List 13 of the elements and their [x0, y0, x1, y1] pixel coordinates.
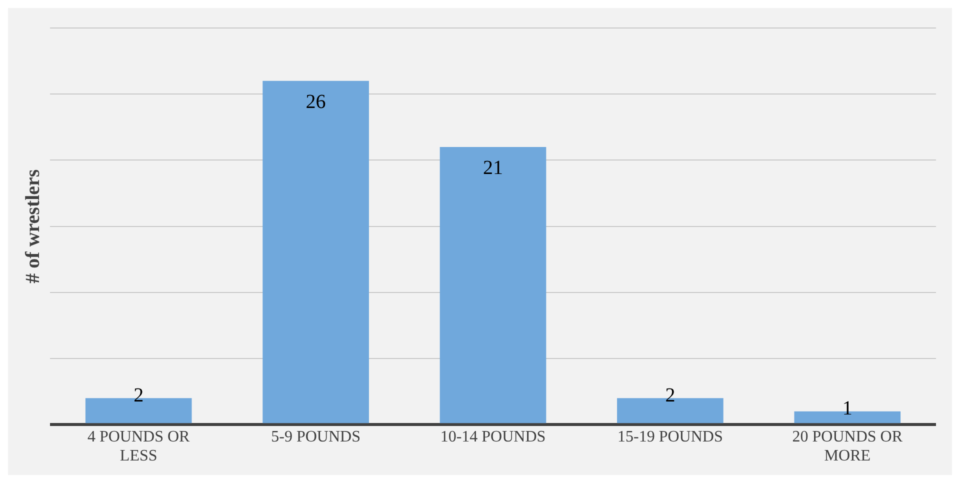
bar	[440, 146, 546, 424]
y-axis-title: # of wrestlers	[22, 169, 44, 284]
x-tick-label: 5-9 POUNDS	[271, 428, 360, 446]
x-tick-label: 15-19 POUNDS	[618, 428, 723, 446]
x-tick-label: 10-14 POUNDS	[440, 428, 546, 446]
data-label: 2	[665, 384, 676, 406]
x-tick-label: 4 POUNDS OR LESS	[87, 428, 190, 465]
bar	[262, 80, 369, 424]
data-label: 26	[306, 91, 326, 114]
data-label: 21	[483, 157, 503, 180]
data-label: 1	[842, 398, 852, 420]
data-label: 2	[134, 384, 144, 406]
x-tick-label: 20 POUNDS OR MORE	[792, 428, 903, 465]
